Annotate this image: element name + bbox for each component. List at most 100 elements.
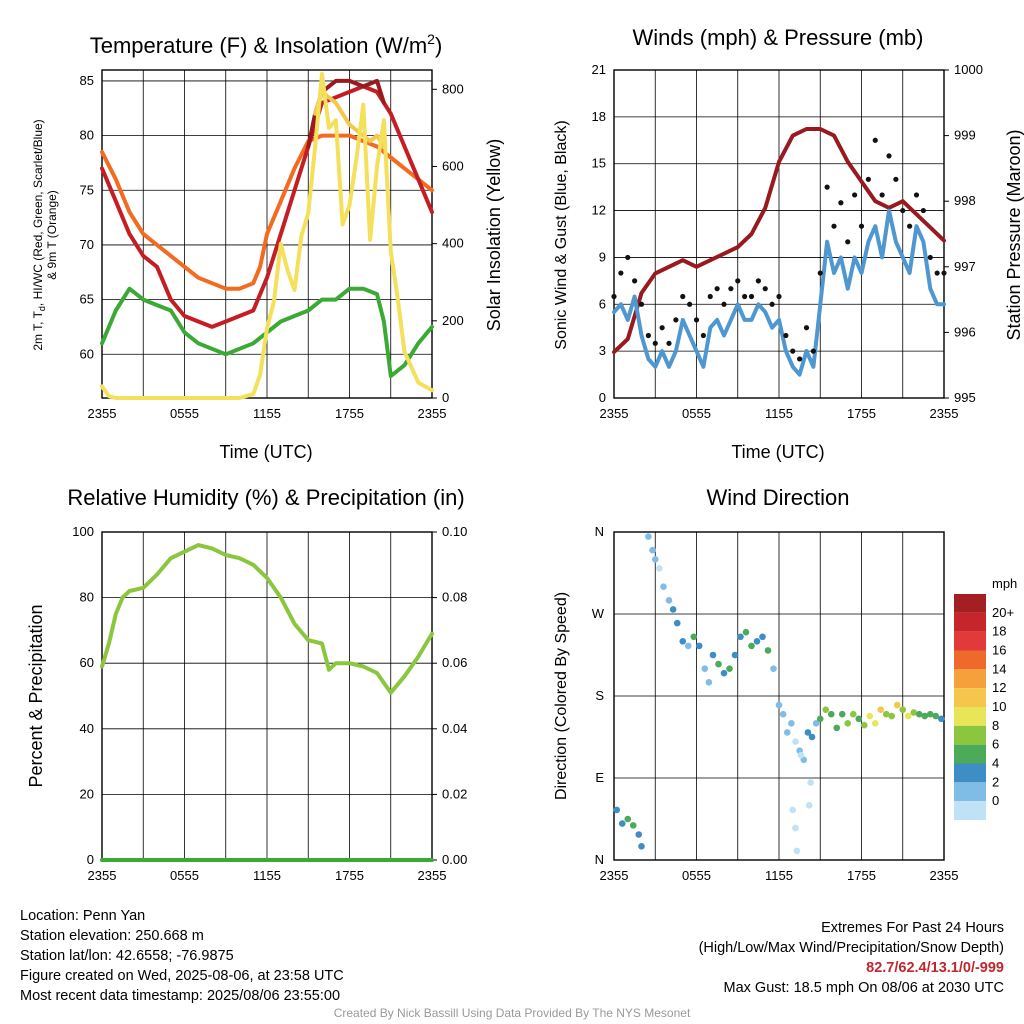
colorbar-segment	[954, 688, 986, 707]
x-tick-label: 1155	[765, 868, 793, 883]
direction-point	[731, 651, 739, 659]
direction-point	[792, 738, 799, 745]
direction-point	[753, 638, 761, 645]
gust-point	[638, 301, 645, 307]
gust-point	[872, 137, 878, 143]
wind-direction-ylabel: Direction (Colored By Speed)	[553, 592, 570, 800]
direction-point	[921, 712, 929, 720]
gust-point	[707, 293, 713, 300]
direction-point	[764, 647, 772, 654]
wind-direction-panel: Wind Direction 2355 0555 1155 1755 2355NESWN…	[553, 485, 1017, 883]
direction-point	[788, 720, 795, 727]
colorbar-label: 18	[992, 624, 1006, 639]
speed-colorbar: mph 20+ 18 16 14 12 10 8 6 4 2 0	[954, 576, 1017, 820]
y-tick-label: 6	[599, 296, 606, 311]
direction-point	[833, 724, 841, 732]
y2-tick-label: 1000	[954, 62, 983, 77]
direction-point	[705, 679, 713, 686]
direction-point	[899, 706, 907, 713]
gust-point	[920, 207, 926, 214]
direction-tick-label: N	[595, 852, 604, 867]
gust-point	[728, 286, 734, 292]
gust-point	[755, 278, 761, 284]
gust-point	[618, 270, 624, 276]
x-tick-label: 2355	[418, 868, 447, 883]
extremes-info: Extremes For Past 24 Hours (High/Low/Max…	[699, 918, 1004, 998]
colorbar-segment	[954, 763, 986, 783]
gust-point	[645, 332, 651, 339]
direction-point	[679, 638, 687, 645]
direction-point	[855, 715, 863, 723]
direction-point	[690, 633, 698, 641]
gust-point	[666, 340, 672, 346]
x-tick-label: 1755	[335, 406, 364, 421]
gust-point	[742, 293, 748, 300]
gust-point	[907, 223, 913, 229]
plot-frame	[101, 69, 433, 399]
gust-point	[762, 286, 768, 292]
gust-point	[845, 239, 851, 245]
direction-point	[812, 720, 820, 727]
colorbar-segment	[954, 650, 986, 670]
direction-point	[860, 721, 868, 729]
direction-point	[904, 712, 912, 720]
direction-point	[748, 642, 755, 650]
direction-point	[635, 831, 643, 838]
temperature-plot: 2355 0555 1155 1755 2355 60 65 70 75 80 85 0 200 400 6…	[80, 69, 464, 421]
colorbar-segment	[954, 744, 986, 764]
x-tick-label: 0555	[682, 868, 711, 883]
series-line	[100, 84, 434, 329]
y2-tick-label: 200	[442, 313, 464, 328]
gust-point	[797, 356, 803, 362]
extremes-title: Extremes For Past 24 Hours	[821, 920, 1004, 936]
direction-point	[651, 556, 659, 563]
gust-point	[721, 301, 727, 307]
gust-point	[659, 325, 665, 331]
y2-tick-label: 996	[954, 324, 976, 339]
recent-timestamp: Most recent data timestamp: 2025/08/06 2…	[20, 988, 341, 1004]
gust-point	[769, 301, 775, 307]
colorbar-label: 2	[992, 774, 999, 789]
direction-point	[932, 712, 940, 720]
y2-tick-label: 600	[442, 158, 464, 173]
colorbar-segment	[954, 707, 986, 726]
y2-tick-label: 0.02	[442, 786, 467, 801]
gust-point	[700, 332, 706, 339]
x-tick-label: 2355	[600, 868, 629, 883]
colorbar-label: 12	[992, 680, 1006, 695]
gust-point	[858, 223, 865, 229]
colorbar-label: 8	[992, 718, 999, 733]
station-elevation: Station elevation: 250.668 m	[20, 928, 204, 944]
colorbar-segment	[954, 669, 986, 689]
direction-point	[849, 710, 857, 718]
direction-point	[770, 665, 777, 672]
direction-point	[808, 733, 816, 741]
direction-point	[649, 546, 656, 554]
y-tick-label: 75	[80, 182, 94, 197]
temperature-ylabel-line2: & 9m T (Orange)	[45, 190, 59, 280]
x-tick-label: 2355	[88, 406, 117, 421]
y-tick-label: 18	[592, 109, 606, 124]
y-tick-label: 80	[80, 128, 94, 143]
x-tick-label: 2355	[600, 406, 629, 421]
colorbar-label: 14	[992, 661, 1006, 676]
gust-point	[879, 192, 885, 198]
direction-point	[695, 642, 703, 650]
station-latlon: Station lat/lon: 42.6558; -76.9875	[20, 948, 234, 964]
y-tick-label: 0	[599, 390, 606, 405]
y2-tick-label: 998	[954, 193, 976, 208]
direction-tick-label: S	[595, 688, 604, 703]
direction-point	[645, 533, 652, 540]
direction-point	[783, 729, 791, 736]
gust-point	[913, 192, 920, 198]
direction-point	[882, 710, 890, 718]
direction-point	[893, 701, 901, 709]
y2-tick-label: 400	[442, 236, 464, 251]
y2-tick-label: 0.04	[442, 721, 467, 736]
gust-point	[865, 176, 871, 182]
x-tick-label: 0555	[682, 406, 711, 421]
direction-point	[793, 847, 801, 855]
y-tick-label: 60	[80, 655, 94, 670]
gust-point	[941, 270, 947, 276]
y2-tick-label: 0.10	[442, 524, 467, 539]
